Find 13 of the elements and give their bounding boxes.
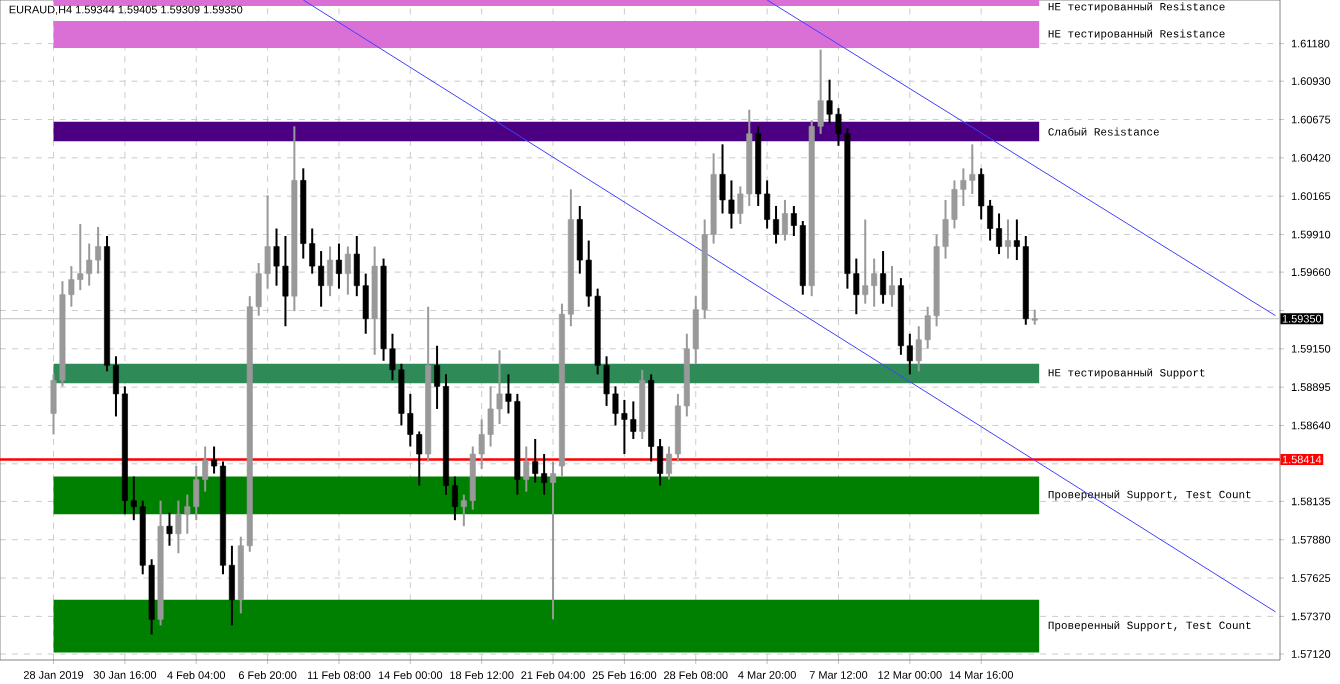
candlestick — [344, 245, 351, 296]
candlestick — [523, 445, 530, 493]
candlestick — [862, 218, 869, 305]
candlestick — [781, 198, 788, 242]
candlestick — [166, 511, 173, 547]
candlestick — [327, 245, 334, 298]
candlestick — [335, 242, 342, 290]
candlestick — [532, 437, 539, 484]
candlestick — [550, 460, 557, 621]
candlestick — [1004, 218, 1011, 260]
candlestick — [978, 167, 985, 221]
candlestick — [880, 250, 887, 305]
candlestick — [889, 265, 895, 308]
